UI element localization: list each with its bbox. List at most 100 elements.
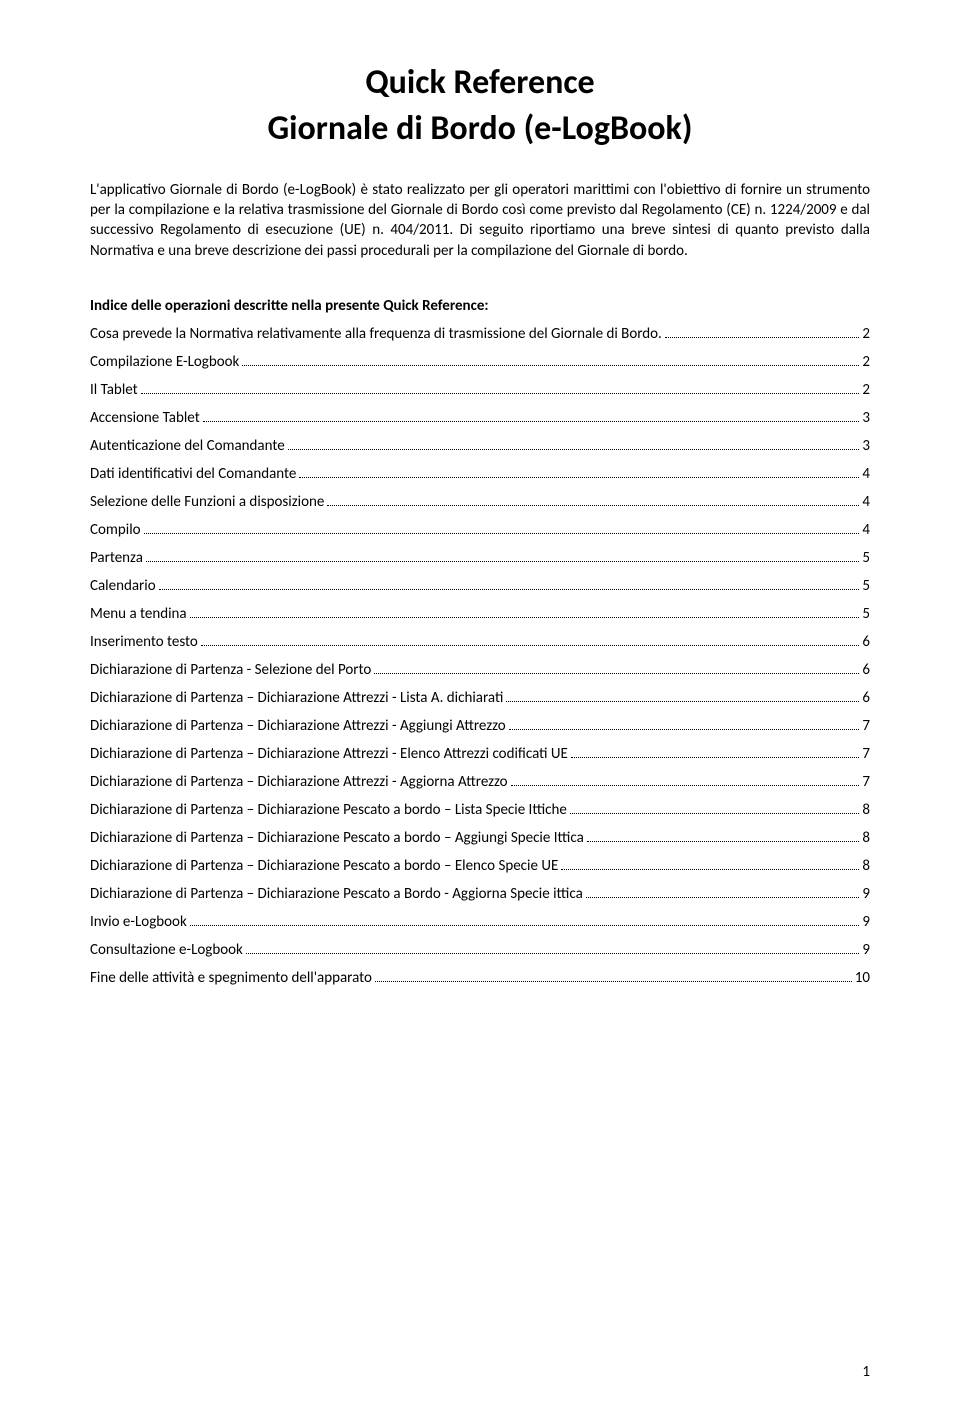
title-line-1: Quick Reference: [90, 60, 870, 106]
toc-row[interactable]: Dichiarazione di Partenza – Dichiarazion…: [90, 857, 870, 875]
toc-row[interactable]: Il Tablet 2: [90, 381, 870, 399]
toc-label: Cosa prevede la Normativa relativamente …: [90, 325, 662, 343]
toc-leader-dots: [242, 365, 859, 366]
toc-label: Consultazione e-Logbook: [90, 941, 243, 959]
toc-label: Dichiarazione di Partenza – Dichiarazion…: [90, 689, 503, 707]
toc-leader-dots: [190, 617, 860, 618]
toc-row[interactable]: Compilo 4: [90, 521, 870, 539]
toc-row[interactable]: Partenza 5: [90, 549, 870, 567]
toc-leader-dots: [141, 393, 860, 394]
toc-label: Inserimento testo: [90, 633, 198, 651]
toc-label: Accensione Tablet: [90, 409, 200, 427]
toc-row[interactable]: Fine delle attività e spegnimento dell'a…: [90, 969, 870, 987]
toc-page-number: 5: [862, 549, 870, 567]
toc-page-number: 5: [862, 577, 870, 595]
toc-page-number: 4: [862, 493, 870, 511]
toc-label: Menu a tendina: [90, 605, 187, 623]
toc-label: Il Tablet: [90, 381, 138, 399]
toc-leader-dots: [509, 729, 860, 730]
toc-row[interactable]: Dichiarazione di Partenza - Selezione de…: [90, 661, 870, 679]
toc-label: Dichiarazione di Partenza – Dichiarazion…: [90, 885, 583, 903]
toc-leader-dots: [299, 477, 859, 478]
toc-leader-dots: [288, 449, 860, 450]
toc-page-number: 2: [862, 381, 870, 399]
toc-label: Dichiarazione di Partenza – Dichiarazion…: [90, 717, 506, 735]
toc-leader-dots: [144, 533, 860, 534]
toc-label: Invio e-Logbook: [90, 913, 187, 931]
toc-page-number: 7: [862, 773, 870, 791]
toc-leader-dots: [201, 645, 860, 646]
toc-row[interactable]: Dichiarazione di Partenza – Dichiarazion…: [90, 801, 870, 819]
toc-row[interactable]: Dichiarazione di Partenza – Dichiarazion…: [90, 829, 870, 847]
toc-label: Dichiarazione di Partenza – Dichiarazion…: [90, 829, 584, 847]
toc-leader-dots: [561, 869, 859, 870]
toc-row[interactable]: Compilazione E-Logbook 2: [90, 353, 870, 371]
toc-row[interactable]: Dichiarazione di Partenza – Dichiarazion…: [90, 689, 870, 707]
toc-row[interactable]: Consultazione e-Logbook 9: [90, 941, 870, 959]
document-title: Quick Reference Giornale di Bordo (e-Log…: [90, 60, 870, 152]
toc-page-number: 2: [862, 353, 870, 371]
toc-leader-dots: [327, 505, 859, 506]
toc-label: Dichiarazione di Partenza – Dichiarazion…: [90, 745, 568, 763]
toc-leader-dots: [246, 953, 860, 954]
toc-page-number: 7: [862, 745, 870, 763]
toc-leader-dots: [571, 757, 860, 758]
toc-row[interactable]: Dichiarazione di Partenza – Dichiarazion…: [90, 745, 870, 763]
toc-leader-dots: [146, 561, 859, 562]
toc-page-number: 8: [862, 829, 870, 847]
toc-leader-dots: [374, 673, 859, 674]
toc-leader-dots: [587, 841, 860, 842]
toc-row[interactable]: Autenticazione del Comandante 3: [90, 437, 870, 455]
toc-row[interactable]: Dichiarazione di Partenza – Dichiarazion…: [90, 885, 870, 903]
toc-page-number: 4: [862, 465, 870, 483]
document-page: Quick Reference Giornale di Bordo (e-Log…: [0, 0, 960, 1421]
toc-page-number: 5: [862, 605, 870, 623]
toc-row[interactable]: Cosa prevede la Normativa relativamente …: [90, 325, 870, 343]
toc-leader-dots: [159, 589, 860, 590]
toc-page-number: 6: [862, 689, 870, 707]
toc-page-number: 3: [862, 437, 870, 455]
table-of-contents: Cosa prevede la Normativa relativamente …: [90, 325, 870, 987]
toc-heading: Indice delle operazioni descritte nella …: [90, 297, 870, 315]
toc-label: Dichiarazione di Partenza - Selezione de…: [90, 661, 371, 679]
toc-leader-dots: [375, 981, 852, 982]
toc-row[interactable]: Calendario 5: [90, 577, 870, 595]
intro-paragraph: L'applicativo Giornale di Bordo (e-LogBo…: [90, 180, 870, 261]
toc-row[interactable]: Dichiarazione di Partenza – Dichiarazion…: [90, 717, 870, 735]
toc-label: Calendario: [90, 577, 156, 595]
toc-label: Fine delle attività e spegnimento dell'a…: [90, 969, 372, 987]
toc-page-number: 6: [862, 661, 870, 679]
toc-row[interactable]: Inserimento testo 6: [90, 633, 870, 651]
toc-label: Partenza: [90, 549, 143, 567]
toc-label: Dichiarazione di Partenza – Dichiarazion…: [90, 773, 508, 791]
toc-page-number: 7: [862, 717, 870, 735]
toc-label: Autenticazione del Comandante: [90, 437, 285, 455]
toc-page-number: 4: [862, 521, 870, 539]
toc-row[interactable]: Menu a tendina 5: [90, 605, 870, 623]
toc-row[interactable]: Accensione Tablet 3: [90, 409, 870, 427]
toc-leader-dots: [190, 925, 860, 926]
toc-label: Dati identificativi del Comandante: [90, 465, 296, 483]
title-line-2: Giornale di Bordo (e-LogBook): [90, 106, 870, 152]
toc-leader-dots: [203, 421, 860, 422]
toc-page-number: 2: [862, 325, 870, 343]
toc-label: Compilo: [90, 521, 141, 539]
toc-label: Selezione delle Funzioni a disposizione: [90, 493, 324, 511]
toc-row[interactable]: Dati identificativi del Comandante 4: [90, 465, 870, 483]
toc-leader-dots: [586, 897, 860, 898]
toc-page-number: 3: [862, 409, 870, 427]
toc-page-number: 8: [862, 857, 870, 875]
toc-row[interactable]: Invio e-Logbook 9: [90, 913, 870, 931]
toc-label: Dichiarazione di Partenza – Dichiarazion…: [90, 801, 567, 819]
toc-row[interactable]: Selezione delle Funzioni a disposizione …: [90, 493, 870, 511]
page-number: 1: [862, 1363, 870, 1381]
toc-label: Compilazione E-Logbook: [90, 353, 239, 371]
toc-page-number: 9: [862, 913, 870, 931]
toc-page-number: 8: [862, 801, 870, 819]
toc-page-number: 10: [855, 969, 870, 987]
toc-leader-dots: [570, 813, 860, 814]
toc-leader-dots: [506, 701, 859, 702]
toc-row[interactable]: Dichiarazione di Partenza – Dichiarazion…: [90, 773, 870, 791]
toc-leader-dots: [511, 785, 860, 786]
toc-page-number: 6: [862, 633, 870, 651]
